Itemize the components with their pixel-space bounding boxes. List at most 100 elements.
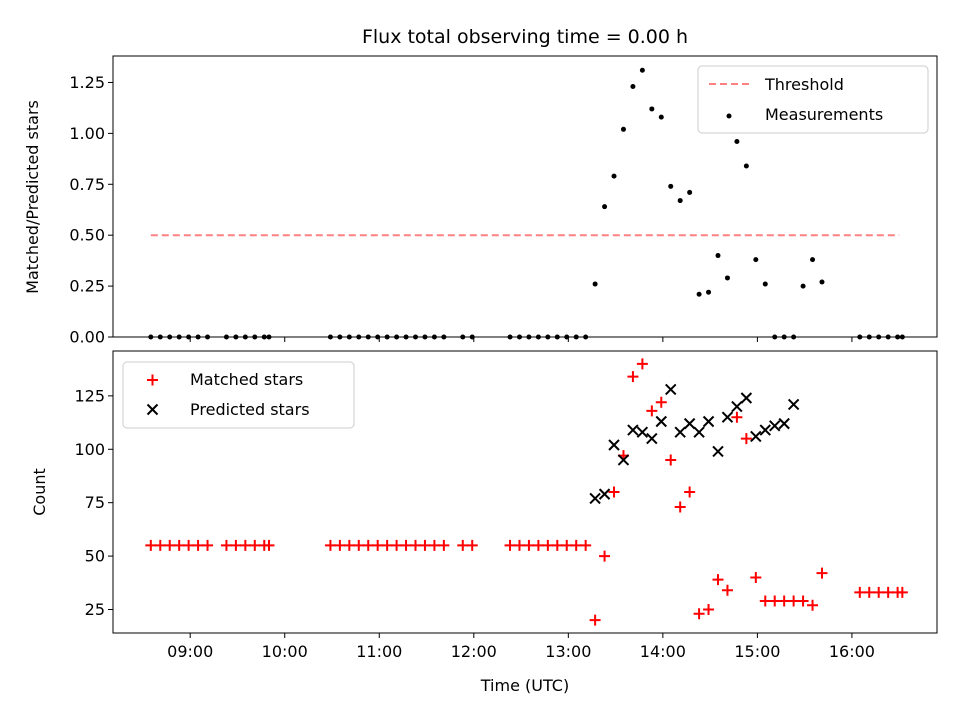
y-tick-label: 25 — [85, 600, 105, 619]
predicted-stars-point — [693, 426, 705, 438]
bottom-plot-frame — [112, 350, 938, 634]
chart-title: Flux total observing time = 0.00 h — [362, 26, 688, 48]
predicted-stars-point — [636, 426, 649, 438]
predicted-stars-point — [674, 426, 686, 438]
legend-predicted-label: Predicted stars — [190, 400, 310, 419]
y-tick-label: 1.25 — [69, 73, 105, 92]
matched-stars-point — [220, 539, 232, 551]
matched-stars-point — [192, 539, 204, 551]
top-plot-frame — [112, 55, 938, 338]
matched-stars-point — [334, 539, 346, 551]
predicted-stars-point — [721, 411, 734, 423]
matched-stars-point — [896, 586, 908, 598]
predicted-stars-point — [627, 424, 639, 436]
predicted-stars-point — [608, 439, 620, 451]
y-tick-label: 0.00 — [69, 328, 105, 347]
matched-stars-point — [740, 433, 752, 445]
y-tick-label: 50 — [85, 547, 105, 566]
matched-stars-point — [239, 539, 251, 551]
matched-stars-point — [381, 539, 393, 551]
matched-stars-point — [504, 539, 516, 551]
bottom-panel: Count Time (UTC) 25 50 75 100 125 09:00 10:00… — [30, 350, 938, 695]
matched-stars-point — [665, 454, 677, 466]
measurement-point — [743, 163, 749, 169]
measurement-point — [630, 84, 636, 90]
measurement-point — [602, 204, 608, 210]
x-tick-label: 14:00 — [640, 642, 686, 661]
matched-stars-point — [561, 539, 573, 551]
matched-stars-point — [693, 608, 705, 620]
matched-stars-point — [353, 539, 365, 551]
matched-stars-point — [183, 539, 195, 551]
top-y-axis-label: Matched/Predicted stars — [23, 100, 42, 294]
matched-stars-point — [410, 539, 422, 551]
y-tick-label: 0.75 — [69, 175, 105, 194]
y-tick-label: 75 — [85, 493, 105, 512]
predicted-stars-point — [750, 430, 762, 443]
matched-stars-point — [580, 539, 592, 551]
matched-stars-point — [532, 539, 544, 551]
matched-stars-point — [324, 539, 336, 551]
predicted-stars-point — [702, 415, 715, 428]
x-tick-label: 10:00 — [262, 642, 308, 661]
predicted-stars-point — [769, 420, 781, 432]
matched-stars-point — [873, 586, 885, 598]
measurement-point — [810, 257, 816, 263]
predicted-stars-point — [778, 417, 790, 430]
x-tick-label: 15:00 — [734, 642, 780, 661]
measurement-point — [762, 281, 768, 287]
bottom-y-axis-label: Count — [30, 468, 49, 516]
y-tick-label: 1.00 — [69, 124, 105, 143]
matched-stars-point — [391, 539, 403, 551]
matched-stars-point — [863, 586, 875, 598]
matched-stars-point — [551, 539, 563, 551]
measurement-point — [658, 114, 664, 120]
predicted-stars-point — [598, 488, 611, 500]
bottom-legend: Matched stars Predicted stars — [122, 361, 355, 429]
y-tick-label: 0.50 — [69, 226, 105, 245]
matched-stars-point — [438, 539, 450, 551]
x-axis-label: Time (UTC) — [480, 676, 569, 695]
matched-stars-point — [372, 539, 384, 551]
matched-stars-point — [721, 584, 733, 596]
measurement-point — [668, 183, 674, 189]
matched-stars-point — [570, 539, 582, 551]
matched-stars-point — [627, 371, 639, 383]
matched-stars-point — [154, 539, 166, 551]
measurement-point — [819, 279, 825, 285]
matched-stars-point — [882, 586, 894, 598]
bottom-legend-box — [122, 361, 355, 429]
legend-measurements-label: Measurements — [765, 105, 883, 124]
top-y-axis: 0.00 0.25 0.50 0.75 1.00 1.25 — [69, 73, 113, 347]
measurement-point — [611, 173, 617, 179]
matched-stars-point — [778, 595, 790, 607]
matched-stars-point — [400, 539, 412, 551]
measurement-point — [639, 67, 645, 73]
legend-predicted-swatch — [146, 403, 159, 416]
predicted-stars-point — [617, 454, 630, 466]
matched-stars-point — [419, 539, 431, 551]
top-x-axis — [189, 337, 853, 342]
x-tick-label: 16:00 — [829, 642, 875, 661]
matched-stars-point — [589, 614, 601, 626]
matched-stars-point — [712, 574, 724, 586]
top-panel: Flux total observing time = 0.00 h Match… — [23, 26, 938, 347]
matched-stars-point — [769, 595, 781, 607]
matched-stars-point — [466, 539, 478, 551]
y-tick-label: 100 — [74, 440, 105, 459]
matched-stars-point — [599, 550, 611, 562]
legend-matched-swatch — [147, 374, 158, 386]
matched-stars-point — [513, 539, 525, 551]
matched-stars-point — [164, 539, 176, 551]
measurement-point — [706, 289, 712, 295]
measurement-point — [800, 283, 806, 289]
bottom-marks — [145, 358, 908, 626]
predicted-stars-point — [655, 415, 667, 428]
legend-matched-label: Matched stars — [190, 370, 303, 389]
x-tick-label: 12:00 — [451, 642, 497, 661]
bottom-x-axis: 09:00 10:00 11:00 12:00 13:00 14:00 15:00 16:00 — [167, 633, 875, 661]
matched-stars-point — [807, 599, 819, 611]
predicted-stars-point — [646, 432, 658, 445]
matched-stars-point — [523, 539, 535, 551]
